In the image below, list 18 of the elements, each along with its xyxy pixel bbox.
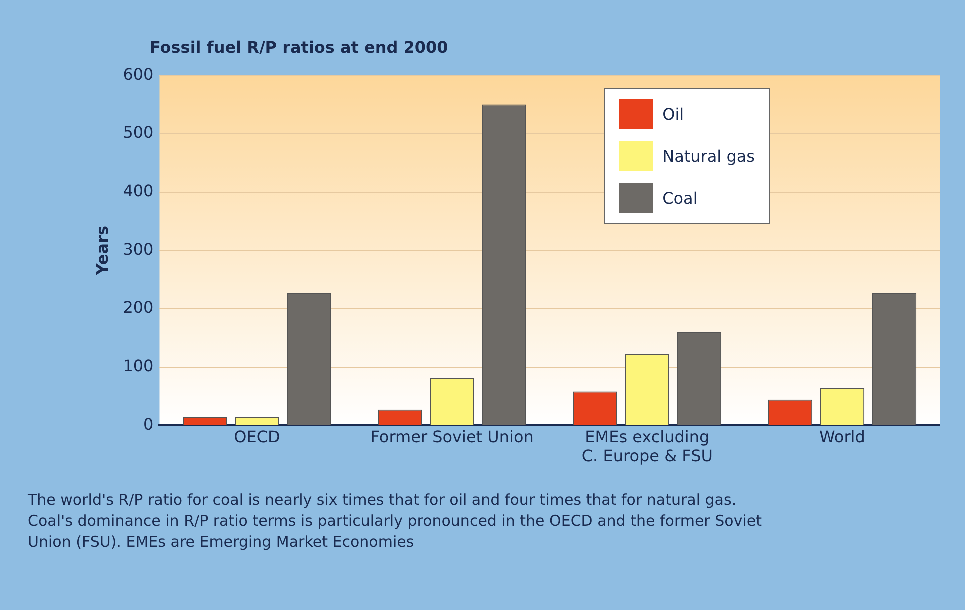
y-tick-label: 600 (123, 64, 154, 84)
legend-label: Coal (662, 188, 698, 208)
y-tick-label: 300 (123, 240, 154, 259)
y-tick-label: 500 (123, 123, 154, 142)
y-tick-label: 100 (123, 356, 154, 376)
x-tick-label: Former Soviet Union (370, 427, 534, 446)
legend-label: Natural gas (662, 146, 755, 166)
text: The world's R/P ratio for coal is nearly six times that for oil and four times that for natural gas. (28, 490, 738, 511)
y-tick-label: 0 (144, 414, 154, 434)
x-tick-label: OECD (234, 427, 280, 446)
legend-label: Oil (662, 104, 684, 124)
chart-title: Fossil fuel R/P ratios at end 2000 (150, 38, 448, 57)
text: Coal's dominance in R/P ratio terms is particularly pronounced in the OECD and the former Soviet Union (FSU). EMEs are Emerging Market Economies (28, 511, 763, 553)
x-tick-label: World (820, 427, 866, 446)
x-tick-label: EMEs excluding C. Europe & FSU (582, 427, 713, 466)
y-tick-label: 200 (123, 298, 154, 318)
y-tick-label: 400 (123, 181, 154, 200)
y-axis-title: Years (92, 226, 112, 276)
